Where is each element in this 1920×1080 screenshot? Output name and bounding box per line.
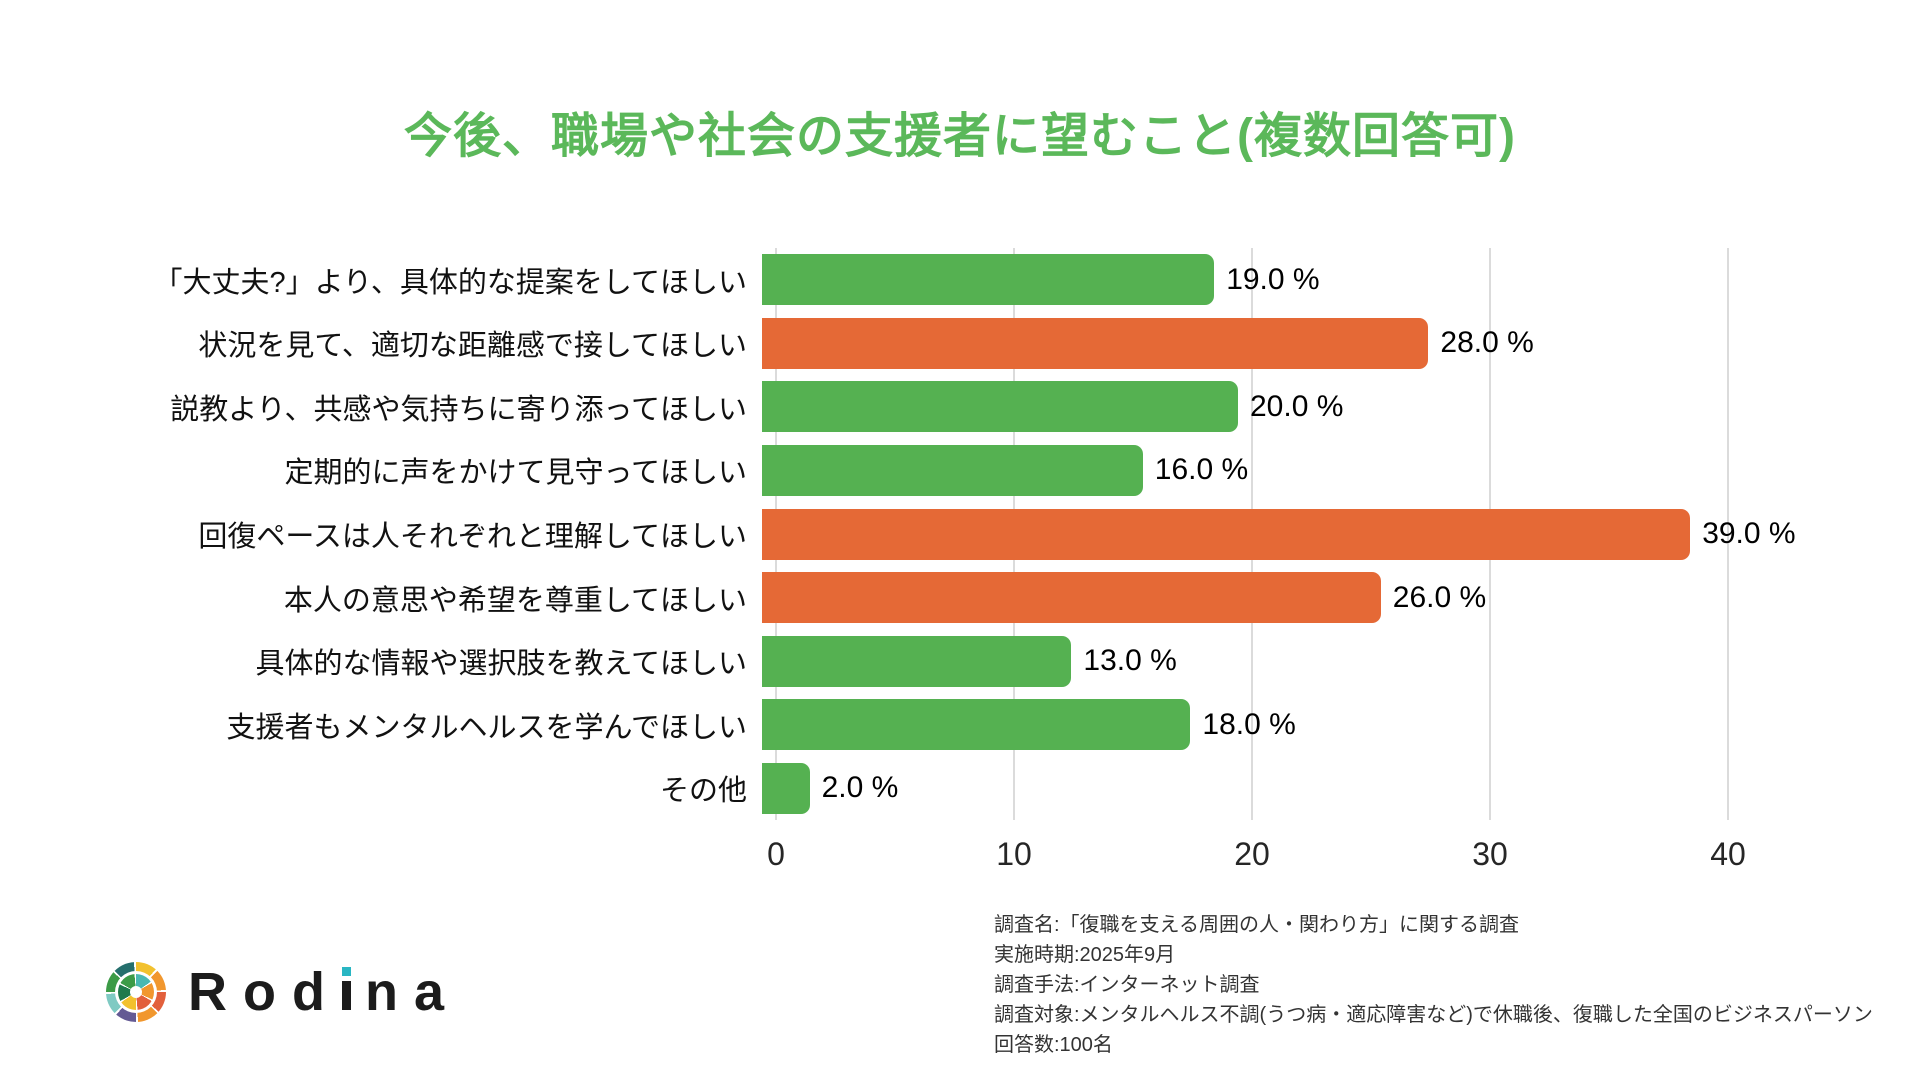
x-tick-label: 0 [767,836,785,872]
survey-notes: 調査名:「復職を支える周囲の人・関わり方」に関する調査 実施時期:2025年9月調… [994,910,1873,1060]
bar [762,254,1215,306]
bar-row: 説教より、共感や気持ちに寄り添ってほしい 20.0 % [130,375,1728,439]
logo-letter-i [341,967,351,1010]
bar [762,444,1143,496]
survey-note-line: 回答数:100名 [994,1034,1113,1056]
category-label: 本人の意思や希望を尊重してほしい [283,584,747,617]
survey-note-line: 調査名:「復職を支える周囲の人・関わり方」に関する調査 [994,914,1519,936]
bar [762,317,1429,369]
bar-track: 20.0 % [762,381,1714,433]
value-label: 26.0 % [1392,580,1487,614]
bar-row: 具体的な情報や選択肢を教えてほしい 13.0 % [130,629,1728,693]
bar-track: 26.0 % [762,572,1714,624]
category-label: 具体的な情報や選択肢を教えてほしい [255,648,747,681]
logo-aperture-hole [130,986,142,998]
bar [762,572,1381,624]
bar-track: 28.0 % [762,317,1714,369]
bar-track: 16.0 % [762,444,1714,496]
value-label: 18.0 % [1202,707,1296,741]
category-label: 支援者もメンタルヘルスを学んでほしい [226,711,747,744]
bar-track: 19.0 % [762,254,1714,306]
x-tick-label: 10 [996,836,1032,872]
value-label: 13.0 % [1083,644,1177,678]
survey-note-line: 調査手法:インターネット調査 [994,974,1260,996]
rodina-logo-text: Rod na [188,962,460,1022]
bar-track: 18.0 % [762,699,1714,751]
category-label: 回復ペースは人それぞれと理解してほしい [198,521,747,554]
value-label: 28.0 % [1440,326,1534,360]
bar-row: 「大丈夫?」より、具体的な提案をしてほしい 19.0 % [130,248,1728,312]
gridline [1727,248,1729,820]
bar-rows: 「大丈夫?」より、具体的な提案をしてほしい 19.0 % 状況を見て、適切な距離… [130,248,1796,821]
value-label: 39.0 % [1702,517,1796,551]
survey-note-line: 実施時期:2025年9月 [994,944,1176,966]
category-label: 「大丈夫?」より、具体的な提案をしてほしい [153,266,747,299]
value-label: 2.0 % [821,771,899,805]
bar-row: 回復ペースは人それぞれと理解してほしい 39.0 % [130,502,1796,566]
bar-row: 定期的に声をかけて見守ってほしい 16.0 % [130,439,1728,503]
bar-row: 本人の意思や希望を尊重してほしい 26.0 % [130,566,1728,630]
bar-row: 支援者もメンタルヘルスを学んでほしい 18.0 % [130,693,1728,757]
bar-row: 状況を見て、適切な距離感で接してほしい 28.0 % [130,312,1728,376]
rodina-logo: Rod na [106,962,460,1022]
x-tick-label: 20 [1234,836,1270,872]
bar-chart: 「大丈夫?」より、具体的な提案をしてほしい 19.0 % 状況を見て、適切な距離… [130,248,1796,872]
bar-track: 39.0 % [762,508,1796,560]
rodina-logo-icon [106,962,166,1022]
category-label: 状況を見て、適切な距離感で接してほしい [198,330,747,363]
chart-title: 今後、職場や社会の支援者に望むこと(複数回答可) [404,110,1516,163]
bar [762,381,1238,433]
survey-note-line: 調査対象:メンタルヘルス不調(うつ病・適応障害など)で休職後、復職した全国のビジ… [994,1004,1873,1026]
bar-row: その他 2.0 % [130,757,1728,821]
bar [762,508,1691,560]
bar [762,699,1191,751]
x-tick-label: 30 [1472,836,1508,872]
category-label: 説教より、共感や気持ちに寄り添ってほしい [170,393,747,426]
value-label: 20.0 % [1250,389,1344,423]
x-axis: 0 10 20 30 40 [767,830,1746,876]
x-tick-label: 40 [1710,836,1746,872]
category-label: その他 [659,775,747,808]
bar [762,762,810,814]
value-label: 19.0 % [1226,262,1320,296]
bar [762,635,1072,687]
value-label: 16.0 % [1154,453,1249,487]
bar-track: 2.0 % [762,762,1714,814]
category-label: 定期的に声をかけて見守ってほしい [284,457,747,490]
bar-track: 13.0 % [762,635,1714,687]
